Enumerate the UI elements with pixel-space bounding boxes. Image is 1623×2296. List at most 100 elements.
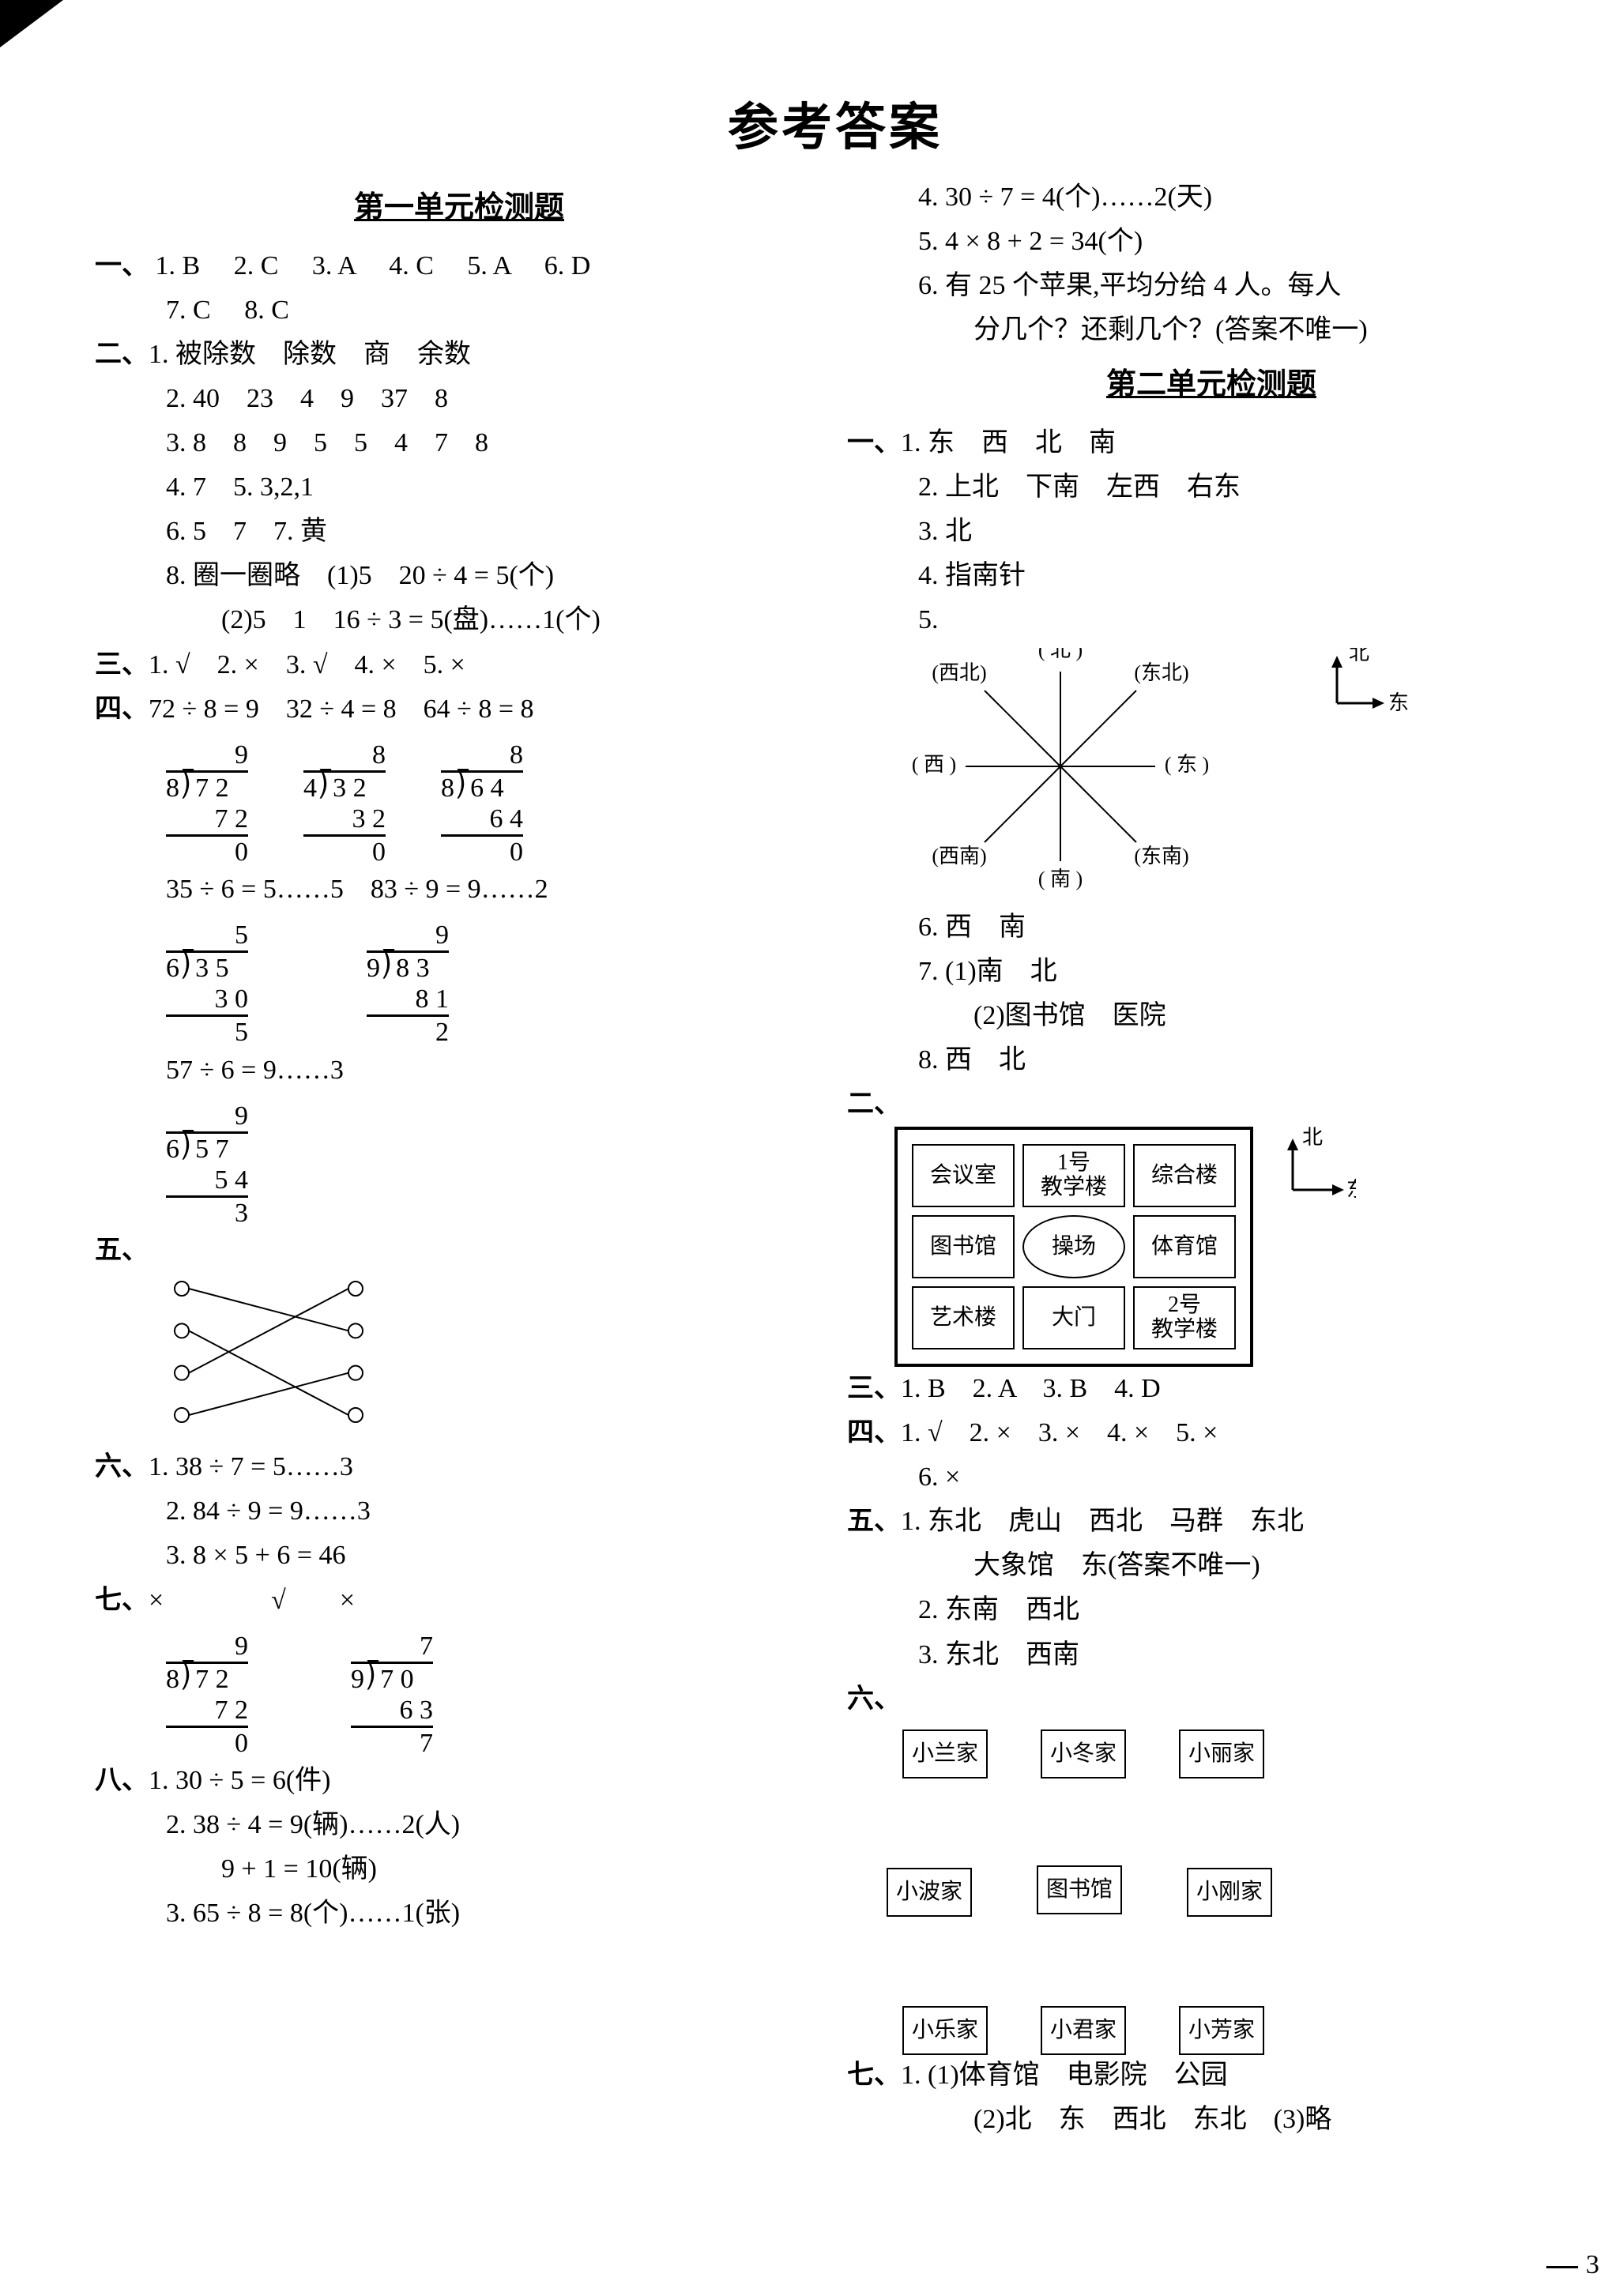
quotient: 9	[166, 1101, 248, 1134]
page: 参考答案 第一单元检测题 一、 1. B 2. C 3. A 4. C 5. A…	[0, 0, 1623, 2296]
quotient: 9	[166, 740, 248, 773]
u2-q7-prefix: 七、	[847, 2061, 901, 2090]
svg-text:东: 东	[1346, 1178, 1356, 1201]
answer-text: 7. C	[166, 295, 211, 325]
answer-text: 3. A	[312, 251, 356, 280]
u1-q6-l3: 3. 8 × 5 + 6 = 46	[95, 1534, 823, 1578]
u1-q8-prefix: 八、	[95, 1766, 149, 1795]
grid-cell: 体育馆	[1133, 1215, 1236, 1278]
answer-text: 1. √ 2. × 3. × 4. × 5. ×	[901, 1418, 1218, 1447]
divisor: 8	[441, 773, 456, 804]
unit2-heading: 第二单元检测题	[847, 360, 1576, 410]
dividend: 7 2	[195, 1664, 229, 1695]
grid-cell: 操场	[1022, 1215, 1125, 1278]
subtrahend: 7 2	[166, 1695, 248, 1728]
remainder: 5	[166, 1017, 248, 1048]
u1-q2-l6: 8. 圈一圈略 (1)5 20 ÷ 4 = 5(个)	[95, 554, 823, 598]
house-box: 小芳家	[1179, 2006, 1264, 2055]
long-division-row-4: 9 8⟌7 2 7 2 0 7 9⟌7 0 6 3 7	[95, 1631, 823, 1759]
u2-q1-l2: 2. 上北 下南 左西 右东	[847, 465, 1576, 510]
u1-q8-l2: 2. 38 ÷ 4 = 9(辆)……2(人)	[95, 1803, 823, 1847]
divisor: 8	[166, 1664, 181, 1695]
houses-diagram: 图书馆小兰家小冬家小丽家小波家小刚家小乐家小君家小芳家	[879, 1722, 1290, 2053]
u2-q3: 三、1. B 2. A 3. B 4. D	[847, 1367, 1576, 1411]
u2-q1-prefix: 一、	[847, 428, 901, 457]
subtrahend: 5 4	[166, 1165, 248, 1198]
svg-text:北: 北	[1349, 648, 1369, 664]
u1-q8-l3: 9 + 1 = 10(辆)	[95, 1847, 823, 1891]
dividend: 7 2	[195, 773, 229, 804]
north-east-axis-icon: 北东	[1269, 1127, 1356, 1214]
grid-cell: 艺术楼	[912, 1286, 1015, 1349]
svg-text:(西北): (西北)	[932, 661, 986, 684]
remainder: 0	[303, 837, 386, 868]
pre-l6b: 分几个？还剩几个？(答案不唯一)	[847, 308, 1576, 352]
u2-q3-prefix: 三、	[847, 1374, 901, 1403]
u1-q2-l3: 3. 8 8 9 5 5 4 7 8	[95, 421, 823, 465]
division-bracket-icon: ⟌	[456, 773, 470, 801]
division-bracket-icon: ⟌	[318, 773, 333, 801]
divisor: 9	[351, 1664, 366, 1695]
u1-q2-l7: (2)5 1 16 ÷ 3 = 5(盘)……1(个)	[95, 598, 823, 642]
subtrahend: 7 2	[166, 804, 248, 837]
pre-l4: 4. 30 ÷ 7 = 4(个)……2(天)	[847, 175, 1576, 220]
divisor: 8	[166, 773, 181, 804]
division-bracket-icon: ⟌	[181, 773, 195, 801]
svg-text:( 北 ): ( 北 )	[1038, 648, 1083, 661]
u1-q5: 五、	[95, 1229, 823, 1273]
u1-q2-l4: 4. 7 5. 3,2,1	[95, 465, 823, 510]
long-division: 8 4⟌3 2 3 2 0	[303, 740, 386, 868]
u1-q2-l1: 二、1. 被除数 除数 商 余数	[95, 333, 823, 377]
answer-text: 4. C	[389, 251, 434, 280]
dividend: 3 5	[195, 953, 229, 984]
u1-q1-prefix: 一、	[95, 251, 149, 280]
long-division-row-3: 9 6⟌5 7 5 4 3	[95, 1101, 823, 1229]
u2-q4-prefix: 四、	[847, 1418, 901, 1447]
u2-q5-prefix: 五、	[847, 1507, 901, 1536]
answer-text: 1. 被除数 除数 商 余数	[149, 340, 471, 369]
remainder: 0	[166, 837, 248, 868]
quotient: 5	[166, 920, 248, 953]
quotient: 8	[303, 740, 386, 773]
u2-q5-l3: 3. 东北 西南	[847, 1633, 1576, 1677]
u2-q4-l1: 四、1. √ 2. × 3. × 4. × 5. ×	[847, 1411, 1576, 1455]
divisor: 4	[303, 773, 318, 804]
u2-q5-l1: 五、1. 东北 虎山 西北 马群 东北	[847, 1500, 1576, 1544]
remainder: 3	[166, 1198, 248, 1229]
remainder: 7	[351, 1728, 433, 1759]
house-box: 小兰家	[902, 1730, 988, 1778]
u2-q1-l8: 8. 西 北	[847, 1038, 1576, 1082]
u1-q6-l1: 六、1. 38 ÷ 7 = 5……3	[95, 1445, 823, 1489]
u2-q2-prefix: 二、	[847, 1090, 901, 1119]
long-division: 9 8⟌7 2 7 2 0	[166, 740, 248, 868]
svg-text:( 西 ): ( 西 )	[912, 753, 956, 776]
long-division-row-2: 5 6⟌3 5 3 0 5 9 9⟌8 3 8 1 2	[95, 920, 823, 1048]
quotient: 7	[351, 1631, 433, 1664]
quotient: 9	[166, 1631, 248, 1664]
dividend: 7 0	[380, 1664, 414, 1695]
remainder: 2	[367, 1017, 449, 1048]
u1-q1-line1: 一、 1. B 2. C 3. A 4. C 5. A 6. D	[95, 244, 823, 288]
u2-q7-l1: 七、1. (1)体育馆 电影院 公园	[847, 2053, 1576, 2098]
house-box: 小刚家	[1187, 1868, 1272, 1917]
u1-q8-l1: 八、1. 30 ÷ 5 = 6(件)	[95, 1759, 823, 1803]
quotient: 8	[441, 740, 523, 773]
house-box: 小波家	[887, 1868, 972, 1917]
long-division: 9 6⟌5 7 5 4 3	[166, 1101, 248, 1229]
svg-text:(西南): (西南)	[932, 845, 986, 868]
house-box: 小乐家	[902, 2006, 988, 2055]
svg-text:(东南): (东南)	[1134, 845, 1188, 868]
house-box: 小君家	[1041, 2006, 1126, 2055]
pre-l6a: 6. 有 25 个苹果,平均分给 4 人。每人	[847, 264, 1576, 308]
answer-text: 72 ÷ 8 = 9 32 ÷ 4 = 8 64 ÷ 8 = 8	[149, 694, 534, 724]
house-box: 小丽家	[1179, 1730, 1264, 1778]
u2-q4-l2: 6. ×	[847, 1455, 1576, 1500]
page-number-value: 3	[1586, 2250, 1599, 2279]
u1-q4-row2: 35 ÷ 6 = 5……5 83 ÷ 9 = 9……2	[95, 868, 823, 912]
u1-q2-l5: 6. 5 7 7. 黄	[95, 510, 823, 554]
u1-q7-marks: 七、× √ ×	[95, 1579, 823, 1623]
divisor: 6	[166, 1134, 181, 1165]
center-box: 图书馆	[1037, 1865, 1122, 1914]
subtrahend: 8 1	[367, 984, 449, 1017]
matching-diagram	[166, 1273, 371, 1431]
